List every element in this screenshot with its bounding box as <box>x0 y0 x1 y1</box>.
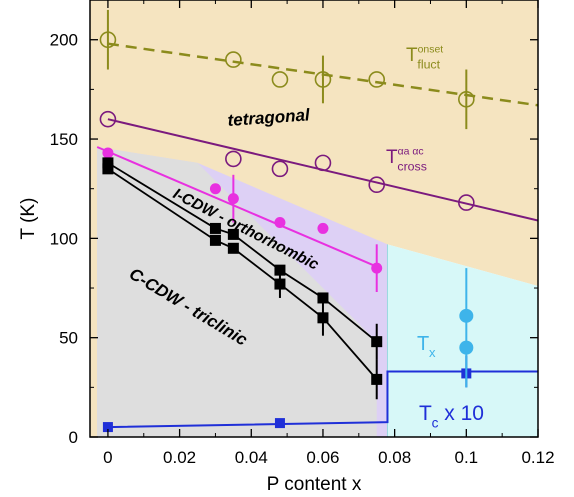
ccdw_b-point-5 <box>371 373 383 385</box>
icdw-point-1 <box>209 183 221 195</box>
ccdw_b-point-1 <box>209 234 221 246</box>
y-tick-label: 100 <box>50 229 78 248</box>
tc-point-0 <box>102 422 113 433</box>
y-tick-label: 200 <box>50 31 78 50</box>
x-tick-label: 0.04 <box>235 448 268 467</box>
icdw-point-2 <box>227 193 239 205</box>
data-series <box>96 9 538 433</box>
icdw-fit-line <box>96 146 381 270</box>
onset-point-1 <box>225 51 242 68</box>
cross-point-2 <box>271 160 289 178</box>
onset-point-5 <box>458 91 475 108</box>
y-axis-label: T (K) <box>18 198 39 240</box>
x-axis-label: P content x <box>267 474 362 495</box>
x-tick-label: 0.08 <box>378 448 411 467</box>
ccdw_a-point-1 <box>209 222 221 234</box>
label-onset-sup: onset <box>418 44 444 55</box>
x-tick-label: 0.02 <box>163 448 196 467</box>
tx-point-0 <box>459 308 474 323</box>
ccdw_a-point-2 <box>227 228 239 240</box>
ccdw_a-point-0 <box>102 157 114 169</box>
label-onset-main: T <box>406 45 418 66</box>
onset-point-0 <box>99 31 117 49</box>
label-tc-sub: c <box>432 415 439 430</box>
x-tick-label: 0.06 <box>306 448 339 467</box>
cross-point-1 <box>225 150 242 168</box>
icdw-point-5 <box>371 262 383 274</box>
x-tick-label: 0.1 <box>454 448 478 467</box>
cross-point-4 <box>368 176 386 194</box>
label-tc-main: T <box>419 402 432 425</box>
label-cross-main: T <box>386 147 398 168</box>
label-cross: Tαa αc cross <box>386 146 427 173</box>
tx-point-1 <box>459 340 474 355</box>
icdw-point-4 <box>317 222 329 234</box>
cross-point-5 <box>458 194 475 211</box>
y-tick-label: 50 <box>59 329 78 348</box>
label-tc: Tc x 10 <box>419 402 484 430</box>
ccdw_b-line <box>107 168 378 380</box>
y-tick-label: 0 <box>69 428 78 447</box>
onset-point-2 <box>271 71 289 88</box>
label-tx-sub: x <box>429 345 436 360</box>
onset-point-3 <box>314 71 332 88</box>
ccdw_b-point-4 <box>317 312 329 324</box>
x-tick-label: 0 <box>103 448 112 467</box>
region-cyan <box>387 244 538 437</box>
label-onset: Tonset fluct <box>406 44 443 71</box>
ccdw_b-point-0 <box>102 163 114 175</box>
tc-point-1 <box>274 418 285 429</box>
label-cross-sup: αa αc <box>398 146 424 157</box>
label-cross-sub: cross <box>397 160 427 174</box>
phase-regions <box>90 0 538 437</box>
cross-point-3 <box>314 154 332 172</box>
icdw-point-3 <box>274 216 286 228</box>
plot-frame <box>89 0 539 438</box>
onset-point-4 <box>368 71 386 88</box>
ccdw_b-point-3 <box>274 278 286 290</box>
ccdw_a-point-5 <box>371 336 383 348</box>
x-tick-label: 0.12 <box>521 448 554 467</box>
ccdw_b-point-2 <box>227 242 239 254</box>
label-onset-sub: fluct <box>417 58 440 72</box>
axes: 0 0.02 0.04 0.06 0.08 0.1 0.12 0 50 100 150 200 P co… <box>18 0 555 495</box>
cross-point-0 <box>99 110 117 128</box>
icdw-point-0 <box>102 147 114 159</box>
y-tick-label: 150 <box>50 130 78 149</box>
label-tx-main: T <box>417 333 429 355</box>
ccdw_a-point-4 <box>317 292 329 304</box>
region-triclinic <box>97 146 377 437</box>
ccdw_a-line <box>107 162 378 343</box>
label-tc-suffix: x 10 <box>438 402 484 425</box>
label-tx: Tx <box>417 333 436 360</box>
